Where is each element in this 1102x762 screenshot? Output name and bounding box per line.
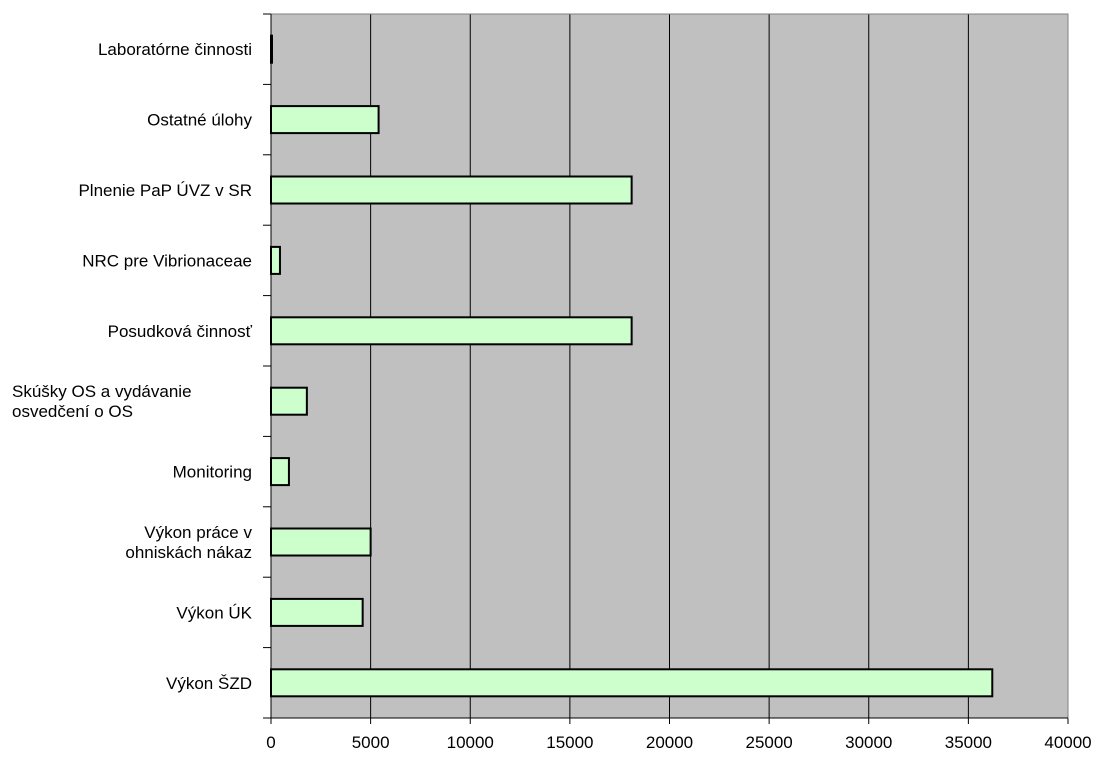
axes: [263, 13, 1069, 724]
x-tick-label: 30000: [845, 733, 892, 752]
category-label: Plnenie PaP ÚVZ v SR: [78, 181, 252, 200]
x-tick-label: 0: [266, 733, 275, 752]
category-label: Ostatné úlohy: [147, 111, 252, 130]
category-label: Skúšky OS a vydávanie: [12, 382, 192, 401]
bar: [270, 527, 372, 557]
bar: [270, 457, 290, 487]
category-label: osvedčení o OS: [12, 402, 133, 421]
x-tick-label: 40000: [1044, 733, 1091, 752]
category-label: Výkon práce v: [144, 523, 252, 542]
category-label: NRC pre Vibrionaceae: [82, 251, 252, 270]
bar: [270, 245, 281, 275]
x-tick-label: 25000: [745, 733, 792, 752]
x-tick-label: 15000: [546, 733, 593, 752]
labels: 0 5000 10000 15000 20000 25000 30000 35000 40000…: [12, 40, 1092, 752]
category-label: ohniskách nákaz: [125, 543, 252, 562]
category-label: Výkon ÚK: [176, 603, 252, 622]
x-tick-label: 35000: [945, 733, 992, 752]
bar: [270, 386, 308, 416]
x-tick-label: 5000: [352, 733, 390, 752]
bar: [270, 597, 364, 627]
category-label: Výkon ŠZD: [166, 674, 252, 693]
category-label: Laboratórne činnosti: [98, 40, 252, 59]
category-label: Posudková činnosť: [108, 322, 253, 341]
bar: [270, 316, 633, 346]
x-tick-label: 20000: [646, 733, 693, 752]
bar: [270, 175, 633, 205]
bar: [270, 105, 380, 135]
category-label: Monitoring: [173, 463, 252, 482]
x-tick-label: 10000: [447, 733, 494, 752]
bar: [270, 668, 994, 698]
